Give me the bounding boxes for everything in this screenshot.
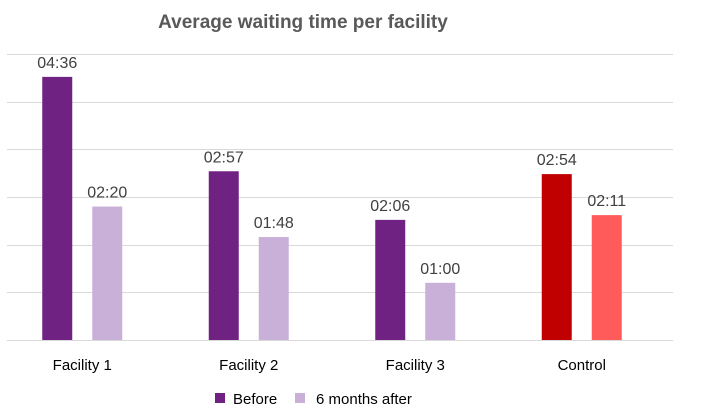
data-label: 02:57 xyxy=(204,149,244,166)
bar-after-4 xyxy=(591,215,622,340)
bar-after-3 xyxy=(425,282,456,340)
category-label: Facility 2 xyxy=(219,357,278,374)
legend: Before 6 months after xyxy=(215,391,412,408)
category-labels: Facility 1 Facility 2 Facility 3 Control xyxy=(53,357,606,374)
legend-swatch-before xyxy=(215,393,225,403)
data-label: 01:00 xyxy=(420,261,460,278)
bars xyxy=(42,76,622,340)
bar-after-2 xyxy=(258,237,289,340)
legend-swatch-after xyxy=(295,393,305,403)
bar-before-1 xyxy=(42,76,73,340)
data-label: 04:36 xyxy=(37,55,77,72)
legend-label-after: 6 months after xyxy=(316,391,412,408)
data-label: 02:06 xyxy=(370,198,410,215)
category-label: Control xyxy=(558,357,606,374)
data-label: 02:11 xyxy=(587,193,626,210)
data-labels: 04:36 02:20 02:57 01:48 02:06 01:00 02:54 02:11 xyxy=(37,55,626,278)
chart-title: Average waiting time per facility xyxy=(158,12,448,33)
bar-after-1 xyxy=(92,206,123,340)
category-label: Facility 1 xyxy=(53,357,112,374)
bar-before-3 xyxy=(375,219,406,340)
data-label: 01:48 xyxy=(254,215,294,232)
bar-before-2 xyxy=(208,171,239,340)
bar-before-4 xyxy=(541,174,572,340)
category-label: Facility 3 xyxy=(386,357,445,374)
data-label: 02:54 xyxy=(537,152,577,169)
legend-label-before: Before xyxy=(233,391,277,408)
data-label: 02:20 xyxy=(87,185,127,202)
